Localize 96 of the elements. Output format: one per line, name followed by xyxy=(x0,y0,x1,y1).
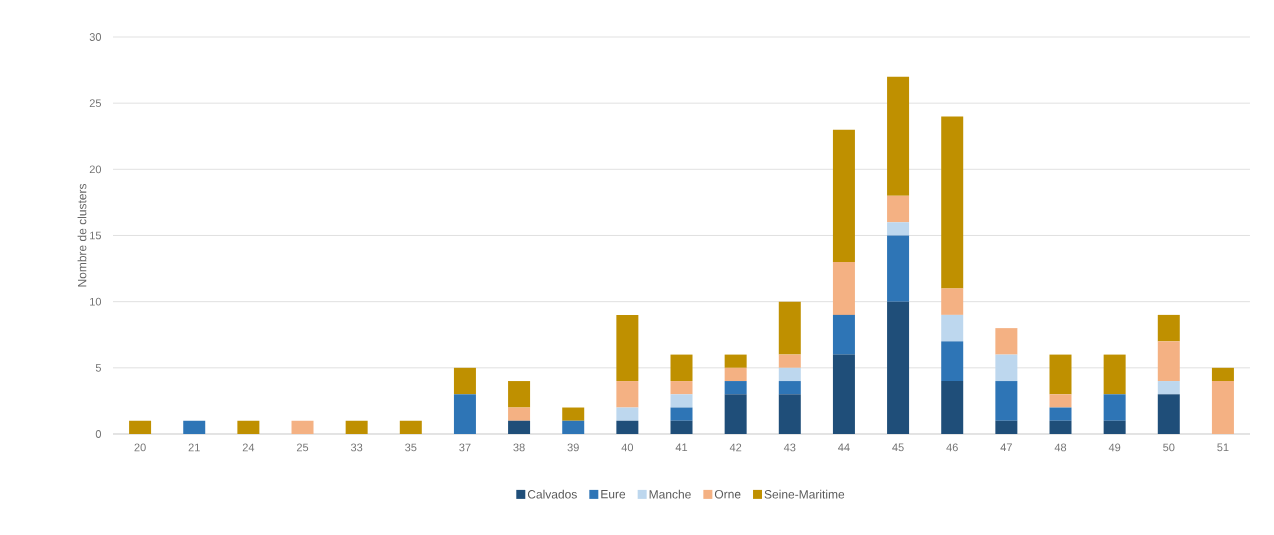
bar xyxy=(1157,314,1180,342)
bar xyxy=(724,394,747,434)
bar xyxy=(778,381,801,395)
x-tick-label: 35 xyxy=(405,443,417,452)
bar xyxy=(941,288,964,315)
bar xyxy=(778,354,801,368)
bar xyxy=(508,381,531,408)
bar xyxy=(345,420,368,434)
bar xyxy=(1103,394,1126,421)
bar xyxy=(616,314,639,382)
x-tick-label: 40 xyxy=(621,443,634,452)
bar xyxy=(399,420,422,434)
x-tick-label: 25 xyxy=(296,443,309,452)
y-axis-title: Nombre de clusters xyxy=(77,183,87,287)
bar xyxy=(1103,354,1126,395)
legend-label: Orne xyxy=(714,489,741,499)
legend-label: Eure xyxy=(601,490,626,499)
bar xyxy=(670,407,693,421)
x-tick-label: 46 xyxy=(946,443,958,452)
bar xyxy=(129,420,152,434)
bar xyxy=(237,420,260,434)
legend-label: Calvados xyxy=(527,489,577,499)
bar xyxy=(887,76,910,196)
x-tick-label: 24 xyxy=(242,443,255,452)
bar xyxy=(562,420,585,434)
bar xyxy=(995,328,1018,355)
bar xyxy=(670,394,693,408)
bar xyxy=(1103,420,1126,434)
bar xyxy=(616,407,639,421)
bar xyxy=(1157,381,1180,395)
y-tick-label: 15 xyxy=(90,231,102,240)
bar xyxy=(1049,407,1072,421)
x-tick-label: 33 xyxy=(350,443,363,452)
bar xyxy=(1157,341,1180,382)
legend-label: Seine-Maritime xyxy=(764,489,845,499)
bar xyxy=(941,314,964,342)
y-tick-label: 0 xyxy=(95,430,102,438)
bar xyxy=(562,407,585,421)
bar xyxy=(724,381,747,395)
x-tick-label: 38 xyxy=(513,443,525,452)
y-tick-label: 10 xyxy=(90,297,102,306)
bar xyxy=(778,301,801,355)
bar xyxy=(508,407,531,421)
y-tick-label: 5 xyxy=(95,363,102,372)
bar xyxy=(778,367,801,382)
bar xyxy=(995,420,1018,434)
bar xyxy=(832,314,855,355)
x-tick-label: 21 xyxy=(188,443,200,452)
bar xyxy=(616,381,639,408)
x-tick-label: 45 xyxy=(892,443,904,452)
bar xyxy=(941,116,964,289)
bar xyxy=(832,261,855,315)
bar xyxy=(1211,381,1234,434)
x-tick-label: 39 xyxy=(567,443,579,452)
bar xyxy=(941,341,964,382)
bar xyxy=(1049,420,1072,434)
bar xyxy=(995,381,1018,421)
bar xyxy=(887,235,910,302)
x-tick-label: 43 xyxy=(783,443,796,452)
bar xyxy=(724,367,747,382)
bar xyxy=(453,367,476,395)
bar xyxy=(778,394,801,434)
y-tick-label: 20 xyxy=(89,165,102,174)
bar xyxy=(616,420,639,434)
x-tick-label: 37 xyxy=(459,443,471,452)
x-tick-label: 50 xyxy=(1163,443,1175,452)
bar xyxy=(453,394,476,434)
bar xyxy=(887,301,910,434)
bar xyxy=(995,354,1018,382)
x-tick-label: 20 xyxy=(134,443,146,452)
bar xyxy=(183,420,206,434)
bar xyxy=(1211,367,1234,382)
bar xyxy=(887,222,910,236)
bar xyxy=(832,129,855,262)
bar xyxy=(941,381,964,434)
x-tick-label: 51 xyxy=(1217,443,1229,452)
bar xyxy=(887,195,910,223)
bar xyxy=(508,420,531,434)
y-tick-label: 30 xyxy=(89,33,102,41)
x-tick-label: 47 xyxy=(1000,443,1012,452)
x-tick-label: 42 xyxy=(729,443,742,452)
bar xyxy=(670,420,693,434)
bar xyxy=(1157,394,1180,434)
x-tick-label: 41 xyxy=(675,443,688,452)
x-tick-label: 48 xyxy=(1054,443,1067,452)
y-tick-label: 25 xyxy=(89,99,102,108)
bar xyxy=(670,381,693,395)
bar xyxy=(1049,354,1072,395)
x-tick-label: 49 xyxy=(1108,443,1121,452)
bar xyxy=(724,354,747,368)
legend-label: Manche xyxy=(649,489,691,499)
bar xyxy=(670,354,693,382)
x-tick-label: 44 xyxy=(838,443,850,452)
bar xyxy=(291,420,314,434)
bar xyxy=(1049,394,1072,408)
bar xyxy=(832,354,855,434)
